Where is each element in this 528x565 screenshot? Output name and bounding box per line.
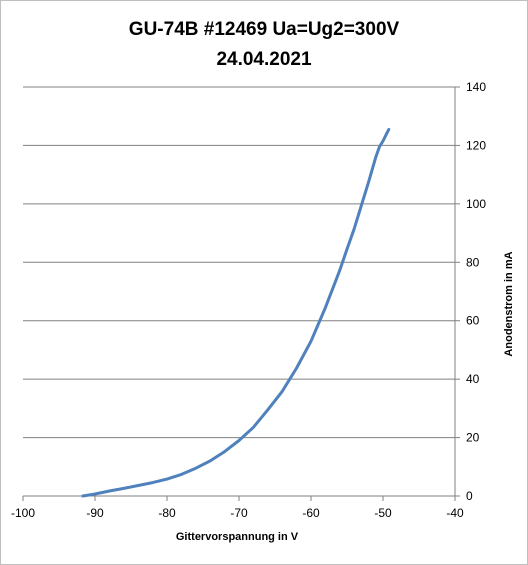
chart-subtitle: 24.04.2021 <box>216 49 312 70</box>
y-tick-label: 140 <box>466 80 486 94</box>
x-tick-labels: -100 -90 -80 -70 -60 -50 -40 <box>11 506 464 520</box>
y-tick-label: 60 <box>466 314 480 328</box>
y-tick-labels: 0 20 40 60 80 100 120 140 <box>466 80 486 503</box>
x-tick-label: -60 <box>302 506 320 520</box>
gridlines <box>23 86 455 439</box>
x-tick-label: -80 <box>158 506 176 520</box>
y-tick-label: 120 <box>466 138 486 152</box>
x-axis-label: Gittervorspannung in V <box>176 531 299 543</box>
x-tick-label: -100 <box>11 506 35 520</box>
x-tick-label: -40 <box>446 506 464 520</box>
y-tick-label: 0 <box>466 489 473 503</box>
series-group <box>81 127 391 498</box>
x-tick-label: -90 <box>86 506 104 520</box>
y-tick-label: 40 <box>466 372 480 386</box>
x-tick-label: -50 <box>374 506 392 520</box>
x-tick-label: -70 <box>230 506 248 520</box>
y-tick-label: 80 <box>466 255 480 269</box>
y-tick-label: 100 <box>466 197 486 211</box>
chart-title: GU-74B #12469 Ua=Ug2=300V <box>128 19 400 40</box>
series-line <box>81 127 391 498</box>
y-tick-label: 20 <box>466 431 480 445</box>
axes <box>22 86 460 501</box>
y-axis-label: Anodenstrom in mA <box>503 251 515 356</box>
